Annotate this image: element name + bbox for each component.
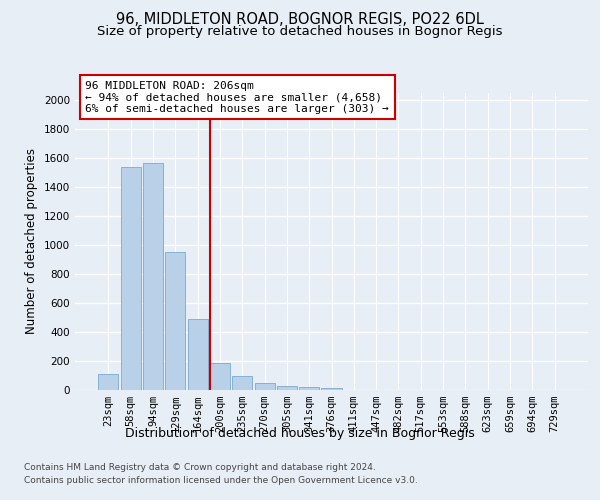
- Text: Distribution of detached houses by size in Bognor Regis: Distribution of detached houses by size …: [125, 428, 475, 440]
- Text: Contains HM Land Registry data © Crown copyright and database right 2024.: Contains HM Land Registry data © Crown c…: [24, 462, 376, 471]
- Bar: [277, 386, 297, 390]
- Bar: [210, 363, 230, 390]
- Bar: [98, 374, 118, 390]
- Text: 96, MIDDLETON ROAD, BOGNOR REGIS, PO22 6DL: 96, MIDDLETON ROAD, BOGNOR REGIS, PO22 6…: [116, 12, 484, 28]
- Bar: [165, 252, 185, 390]
- Text: Contains public sector information licensed under the Open Government Licence v3: Contains public sector information licen…: [24, 476, 418, 485]
- Text: Size of property relative to detached houses in Bognor Regis: Size of property relative to detached ho…: [97, 25, 503, 38]
- Bar: [254, 384, 275, 390]
- Bar: [121, 167, 141, 390]
- Bar: [188, 319, 208, 390]
- Text: 96 MIDDLETON ROAD: 206sqm
← 94% of detached houses are smaller (4,658)
6% of sem: 96 MIDDLETON ROAD: 206sqm ← 94% of detac…: [85, 80, 389, 114]
- Bar: [299, 387, 319, 390]
- Y-axis label: Number of detached properties: Number of detached properties: [25, 148, 38, 334]
- Bar: [143, 163, 163, 390]
- Bar: [322, 388, 341, 390]
- Bar: [232, 376, 252, 390]
